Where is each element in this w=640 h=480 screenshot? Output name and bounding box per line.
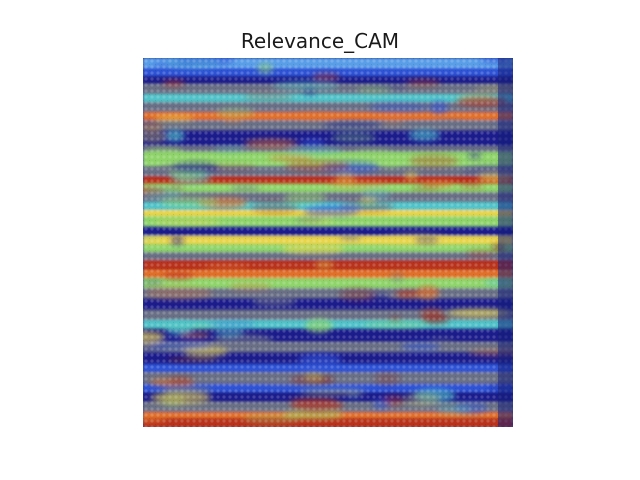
relevance-cam-heatmap [143,58,513,427]
texture-overlay [143,58,513,427]
figure-title: Relevance_CAM [240,29,400,53]
heatmap-image [143,58,513,427]
right-edge-shade [498,58,513,427]
